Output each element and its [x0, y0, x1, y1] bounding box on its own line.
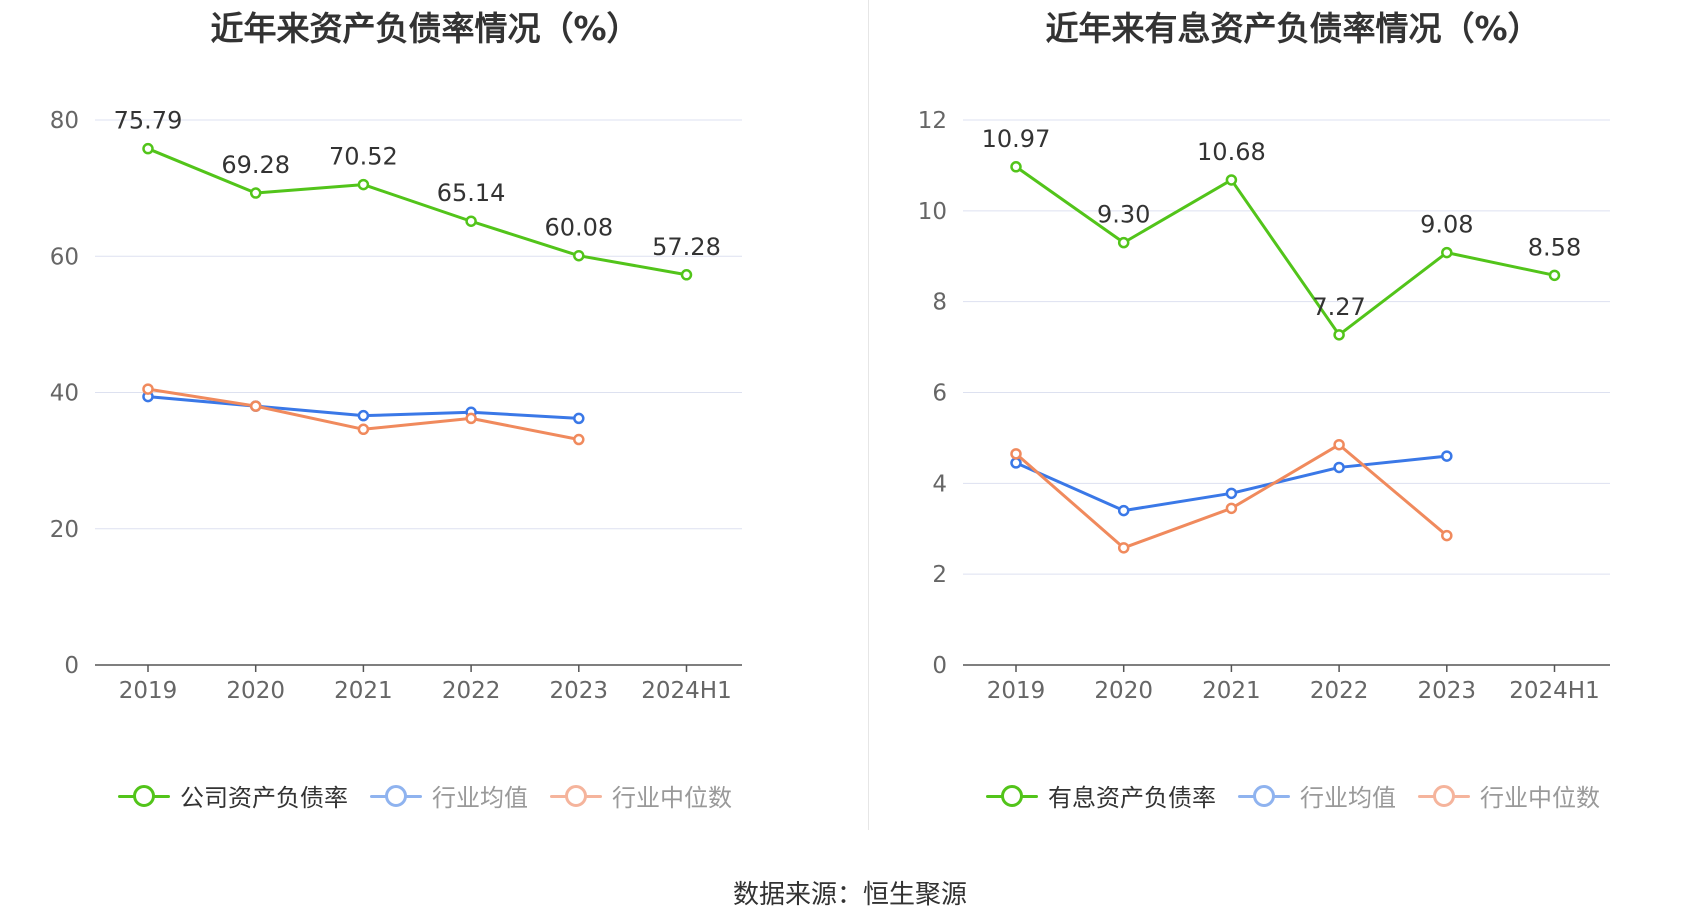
y-tick-label: 4 — [932, 471, 947, 497]
data-point-median — [357, 423, 370, 436]
legend-marker-icon — [986, 784, 1038, 807]
data-point-company — [249, 187, 262, 199]
data-point-median — [1441, 529, 1453, 542]
x-tick-label: 2023 — [1418, 678, 1477, 704]
data-label: 9.08 — [1420, 211, 1473, 239]
legend-marker-icon — [118, 784, 170, 807]
data-label: 65.14 — [437, 179, 506, 207]
data-point-median — [1010, 448, 1022, 460]
data-point-company — [465, 215, 477, 227]
x-tick-label: 2021 — [1202, 678, 1261, 704]
data-point-avg — [1010, 457, 1022, 469]
data-label: 60.08 — [544, 214, 613, 242]
y-tick-label: 2 — [932, 562, 947, 588]
legend: 公司资产负债率 行业均值 行业中位数 — [0, 778, 850, 813]
data-source-note: 数据来源：恒生聚源 — [732, 880, 967, 910]
data-point-company — [142, 142, 154, 155]
data-point-company — [1333, 329, 1345, 341]
x-tick-label: 2022 — [1310, 678, 1369, 704]
legend-item-company[interactable]: 公司资产负债率 — [118, 778, 348, 813]
legend-label: 行业均值 — [1300, 784, 1396, 812]
data-point-avg — [1441, 450, 1453, 462]
data-point-median — [1117, 542, 1130, 554]
data-point-median — [249, 400, 262, 412]
panel-divider — [868, 0, 869, 830]
data-label: 8.58 — [1528, 233, 1581, 261]
data-point-avg — [357, 409, 370, 422]
line-chart: 0 20 40 60 80 2019 2020 2021 2022 2023 2024H1 75.79… — [50, 107, 742, 704]
legend-marker-icon — [550, 784, 602, 807]
legend-label: 行业均值 — [432, 784, 528, 812]
y-tick-label: 6 — [932, 381, 947, 407]
data-point-company — [1225, 174, 1238, 186]
x-tick-label: 2024H1 — [1509, 678, 1599, 704]
data-label: 10.68 — [1197, 138, 1266, 166]
legend-item-median[interactable]: 行业中位数 — [1418, 778, 1600, 813]
data-point-company — [1117, 236, 1130, 249]
x-tick-label: 2021 — [334, 678, 393, 704]
data-point-median — [1225, 502, 1238, 515]
data-label: 9.30 — [1097, 201, 1150, 229]
y-tick-label: 12 — [918, 108, 947, 134]
legend-marker-icon — [1238, 784, 1290, 807]
series-line-company — [147, 147, 687, 277]
legend-marker-icon — [370, 784, 422, 807]
legend: 有息资产负债率 行业均值 行业中位数 — [868, 778, 1700, 813]
x-tick-label: 2019 — [987, 678, 1046, 704]
data-point-company — [680, 269, 693, 281]
data-point-company — [1441, 246, 1453, 259]
y-tick-label: 40 — [50, 381, 79, 407]
legend-item-median[interactable]: 行业中位数 — [550, 778, 732, 813]
legend-item-average[interactable]: 行业均值 — [1238, 778, 1396, 813]
data-point-avg — [1225, 487, 1238, 500]
y-tick-label: 10 — [918, 199, 947, 225]
legend-label: 行业中位数 — [1480, 784, 1600, 812]
x-tick-label: 2022 — [442, 678, 501, 704]
data-point-company — [357, 178, 370, 191]
data-label: 70.52 — [329, 143, 398, 171]
data-point-company — [1010, 161, 1022, 173]
data-point-avg — [1117, 504, 1130, 517]
data-label: 7.27 — [1312, 293, 1365, 321]
y-tick-label: 20 — [50, 517, 79, 543]
y-tick-label: 60 — [50, 244, 79, 270]
data-point-median — [1333, 438, 1345, 451]
data-label: 75.79 — [114, 107, 183, 135]
legend-label: 有息资产负债率 — [1048, 784, 1216, 812]
chart-title: 近年来有息资产负债率情况（%） — [1045, 9, 1541, 48]
right-chart-panel: 近年来有息资产负债率情况（%） 0 2 4 6 8 10 12 2019 2020 2021 202… — [868, 0, 1700, 830]
data-label: 10.97 — [982, 125, 1051, 153]
y-tick-label: 8 — [932, 290, 947, 316]
x-tick-label: 2020 — [226, 678, 285, 704]
data-point-company — [1548, 269, 1561, 282]
chart-title: 近年来资产负债率情况（%） — [210, 9, 640, 48]
legend-item-company[interactable]: 有息资产负债率 — [986, 778, 1216, 813]
legend-label: 行业中位数 — [612, 784, 732, 812]
x-tick-label: 2023 — [550, 678, 609, 704]
legend-marker-icon — [1418, 784, 1470, 807]
x-tick-label: 2020 — [1094, 678, 1153, 704]
data-point-median — [465, 412, 477, 425]
y-tick-label: 80 — [50, 108, 79, 134]
data-label: 57.28 — [652, 233, 721, 261]
x-tick-label: 2024H1 — [641, 678, 731, 704]
data-point-median — [573, 433, 585, 446]
data-label: 69.28 — [221, 151, 290, 179]
legend-item-average[interactable]: 行业均值 — [370, 778, 528, 813]
data-point-avg — [1333, 461, 1345, 474]
y-tick-label: 0 — [932, 653, 947, 679]
data-point-median — [142, 383, 154, 395]
data-point-company — [573, 249, 585, 262]
legend-label: 公司资产负债率 — [180, 784, 348, 812]
left-chart-panel: 近年来资产负债率情况（%） 0 20 40 60 80 2019 2020 2021 2022 2… — [0, 0, 850, 830]
data-point-avg — [573, 412, 585, 425]
y-tick-label: 0 — [64, 653, 79, 679]
x-tick-label: 2019 — [119, 678, 178, 704]
line-chart: 0 2 4 6 8 10 12 2019 2020 2021 2022 2023 2024H1 10.97… — [918, 108, 1610, 704]
series-line-company — [1015, 165, 1555, 337]
